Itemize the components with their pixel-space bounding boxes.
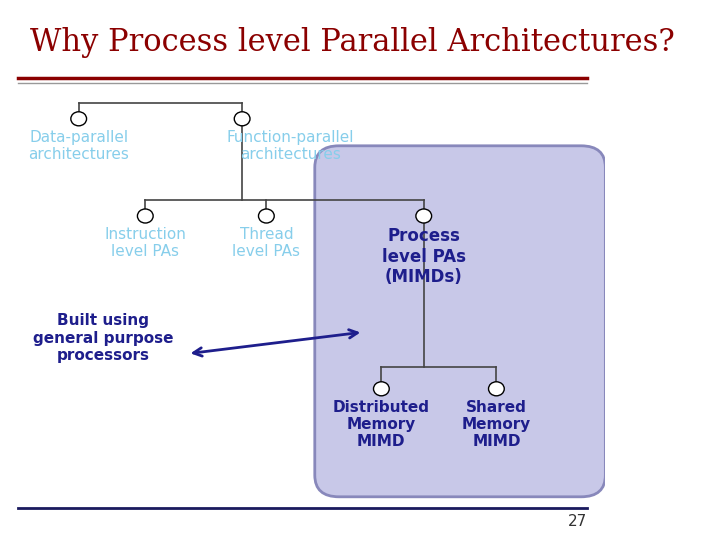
FancyBboxPatch shape (315, 146, 606, 497)
Text: Process
level PAs
(MIMDs): Process level PAs (MIMDs) (382, 227, 466, 286)
Circle shape (138, 209, 153, 223)
Text: Data-parallel
architectures: Data-parallel architectures (28, 130, 129, 162)
Text: Why Process level Parallel Architectures?: Why Process level Parallel Architectures… (30, 27, 675, 58)
Text: 27: 27 (568, 514, 588, 529)
Circle shape (258, 209, 274, 223)
Circle shape (234, 112, 250, 126)
Text: Shared
Memory
MIMD: Shared Memory MIMD (462, 400, 531, 449)
Circle shape (374, 382, 390, 396)
Text: Thread
level PAs: Thread level PAs (233, 227, 300, 259)
Text: Instruction
level PAs: Instruction level PAs (104, 227, 186, 259)
Circle shape (416, 209, 431, 223)
Text: Function-parallel
architectures: Function-parallel architectures (227, 130, 354, 162)
Circle shape (71, 112, 86, 126)
Text: Distributed
Memory
MIMD: Distributed Memory MIMD (333, 400, 430, 449)
Circle shape (488, 382, 504, 396)
Text: Built using
general purpose
processors: Built using general purpose processors (32, 313, 173, 363)
